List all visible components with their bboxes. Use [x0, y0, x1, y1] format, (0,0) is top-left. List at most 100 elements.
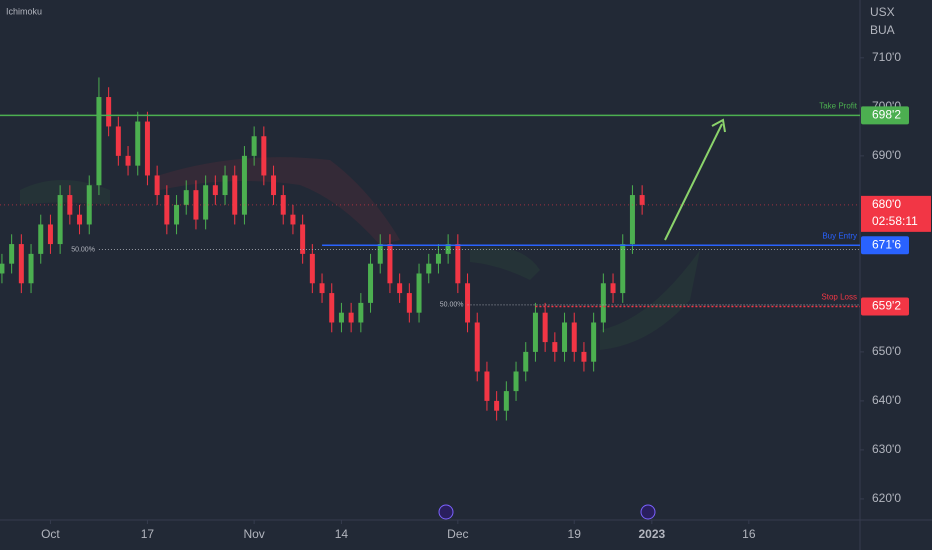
candle-body [503, 391, 509, 411]
candle-body [600, 283, 606, 323]
candle-body [368, 263, 374, 303]
level-name: Take Profit [819, 102, 858, 111]
candle-body [591, 322, 597, 362]
x-tick-label: Dec [447, 527, 468, 541]
candle-body [38, 224, 44, 254]
fib-label: 50.00% [71, 246, 95, 253]
candle-body [86, 185, 92, 225]
candle-body [329, 293, 335, 323]
candle-body [465, 283, 471, 323]
level-name: Buy Entry [822, 231, 857, 240]
level-price-label: 698'2 [872, 108, 901, 122]
y-tick-label: 710'0 [872, 50, 901, 64]
candle-body [125, 155, 131, 166]
candle-body [18, 244, 24, 284]
candle-body [629, 195, 635, 245]
candle-body [562, 322, 568, 352]
candle-body [261, 136, 267, 176]
cloud [470, 247, 540, 280]
candle-body [484, 371, 490, 401]
candle-body [338, 312, 344, 323]
last-price-tag [861, 195, 931, 232]
candle-body [232, 175, 238, 215]
candle-body [474, 322, 480, 372]
level-tag [861, 297, 909, 316]
candle-body [358, 302, 364, 323]
candle-body [523, 351, 529, 372]
x-tick-label: 19 [568, 527, 582, 541]
candle-body [183, 190, 189, 205]
level-tag [861, 236, 909, 255]
candle-body [271, 175, 277, 196]
level-price-label: 659'2 [872, 299, 901, 313]
candle-body [47, 224, 53, 245]
candle-body [96, 97, 102, 186]
candle-body [280, 195, 286, 215]
candle-body [212, 185, 218, 196]
candle-body [241, 155, 247, 215]
candle-body [426, 263, 432, 274]
indicator-label: Ichimoku [6, 6, 42, 16]
candle-body [174, 204, 180, 225]
candle-body [164, 195, 170, 225]
candle-body [494, 400, 500, 411]
candle-body [193, 190, 199, 220]
x-tick-label: 14 [335, 527, 349, 541]
event-icon[interactable] [438, 504, 454, 520]
x-tick-label: 2023 [638, 527, 665, 541]
candle-body [319, 283, 325, 294]
last-price-label: 680'0 [872, 197, 901, 211]
candle-body [77, 214, 83, 225]
candle-body [532, 312, 538, 352]
y-tick-label: 650'0 [872, 344, 901, 358]
candle-body [67, 195, 73, 215]
symbol-label: USX [870, 5, 895, 19]
x-tick-label: 17 [141, 527, 155, 541]
event-icon[interactable] [640, 504, 656, 520]
candle-body [377, 244, 383, 264]
candle-body [222, 175, 228, 196]
candle-body [581, 351, 587, 362]
candle-body [552, 342, 558, 352]
cloud [600, 250, 700, 350]
candle-body [571, 322, 577, 352]
candle-body [610, 283, 616, 294]
fib-label: 50.00% [440, 302, 464, 309]
projection-arrow [664, 123, 723, 241]
cloud [160, 157, 400, 245]
candle-body [620, 244, 626, 294]
candle-body [455, 244, 461, 284]
candle-body [309, 253, 315, 284]
candle-body [348, 312, 354, 323]
candle-body [290, 214, 296, 225]
candle-body [9, 244, 15, 264]
candle-body [639, 195, 645, 205]
candle-body [445, 244, 451, 254]
candle-body [144, 121, 150, 176]
y-tick-label: 690'0 [872, 148, 901, 162]
candle-body [106, 97, 112, 127]
candle-body [57, 195, 63, 245]
candle-body [0, 263, 5, 274]
candle-body [406, 293, 412, 313]
x-tick-label: 16 [742, 527, 756, 541]
level-tag [861, 106, 909, 125]
y-tick-label: 640'0 [872, 393, 901, 407]
candle-body [251, 136, 257, 156]
countdown: 02:58:11 [872, 214, 918, 228]
level-name: Stop Loss [821, 293, 857, 302]
candle-body [387, 244, 393, 284]
candle-body [397, 283, 403, 294]
y-tick-label: 620'0 [872, 491, 901, 505]
candle-body [28, 253, 34, 284]
candle-body [542, 312, 548, 343]
level-price-label: 671'6 [872, 237, 901, 251]
candle-body [513, 371, 519, 392]
candle-body [203, 185, 209, 220]
candle-body [135, 121, 141, 166]
candle-body [435, 253, 441, 264]
candle-body [115, 126, 121, 156]
